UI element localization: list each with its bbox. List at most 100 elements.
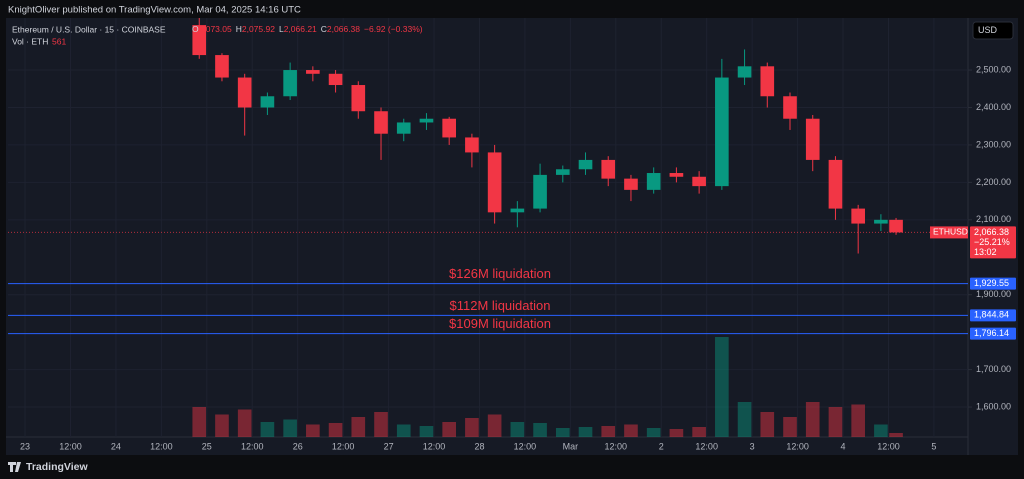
x-tick-label: 12:00 xyxy=(150,441,173,451)
candle-body xyxy=(889,219,903,233)
x-tick-label: 3 xyxy=(750,441,755,451)
plot: 1,600.00 1,700.00 1,900.00 2,100.00 2,200.00… xyxy=(8,18,1016,451)
x-tick-label: 25 xyxy=(202,441,212,451)
candle-body xyxy=(260,96,275,108)
x-tick-label: 5 xyxy=(931,441,936,451)
candle-body xyxy=(874,219,888,224)
candle-body xyxy=(192,25,207,56)
volume-bar xyxy=(828,407,843,437)
volume-bar xyxy=(215,414,229,437)
candle-body xyxy=(215,55,229,78)
x-tick-label: 12:00 xyxy=(59,441,82,451)
volume-bar xyxy=(442,422,456,437)
volume-bar xyxy=(783,417,797,437)
volume-bar xyxy=(889,433,903,437)
candle-body xyxy=(351,85,366,112)
candle-body xyxy=(828,159,843,209)
level-annotation: $109M liquidation xyxy=(449,316,551,331)
ohlc-value: 2,073.05 xyxy=(199,24,232,34)
candle-body xyxy=(760,66,775,97)
y-tick-label: 1,600.00 xyxy=(976,401,1011,411)
ohlc-key: H xyxy=(236,24,242,34)
last-price-change: −25.21% xyxy=(974,237,1010,247)
candle-body xyxy=(374,111,388,134)
level-price-box xyxy=(970,309,1016,322)
volume-bar xyxy=(715,337,729,437)
candle-body xyxy=(669,173,684,177)
level-price-box xyxy=(970,327,1016,340)
ohlc-value: 2,075.92 xyxy=(242,24,275,34)
symbol: Ethereum / U.S. Dollar · 15 · COINBASE xyxy=(12,24,166,34)
level-price-label: 1,844.84 xyxy=(974,310,1009,320)
y-tick-label: 2,400.00 xyxy=(976,102,1011,112)
candle-body xyxy=(783,96,797,119)
x-tick-label: 12:00 xyxy=(332,441,355,451)
y-tick-label: 2,100.00 xyxy=(976,214,1011,224)
ohlc-value: 2,066.21 xyxy=(284,24,317,34)
y-tick-label: 2,200.00 xyxy=(976,177,1011,187)
x-tick-label: Mar xyxy=(563,441,579,451)
volume-legend-label: Vol · ETH xyxy=(12,36,48,46)
x-tick-label: 12:00 xyxy=(605,441,628,451)
candle-body xyxy=(624,178,638,190)
ohlc-key: O xyxy=(192,24,199,34)
x-tick-label: 12:00 xyxy=(877,441,900,451)
last-price-symbol-box xyxy=(930,226,968,239)
candle-body xyxy=(283,70,297,97)
currency[interactable]: USD xyxy=(978,25,998,35)
candle-body xyxy=(737,66,752,78)
level-annotation: $126M liquidation xyxy=(449,266,551,281)
x-tick-label: 12:00 xyxy=(514,441,537,451)
published-line: KnightOliver published on TradingView.co… xyxy=(8,5,301,16)
volume-bar xyxy=(306,424,320,437)
x-tick-label: 23 xyxy=(20,441,30,451)
last-price-symbol: ETHUSD xyxy=(933,227,968,237)
volume-bar xyxy=(533,423,547,437)
ohlc-value: 2,066.38 xyxy=(327,24,360,34)
volume-bar xyxy=(669,429,684,437)
volume-bar xyxy=(487,414,502,437)
volume-bar xyxy=(760,412,775,437)
volume-bar xyxy=(192,407,207,437)
brand-logo xyxy=(8,462,21,472)
candle-body xyxy=(805,118,820,160)
x-tick-label: 12:00 xyxy=(786,441,809,451)
x-tick-label: 2 xyxy=(659,441,664,451)
y-tick-label: 1,700.00 xyxy=(976,364,1011,374)
currency-button[interactable] xyxy=(972,21,1014,40)
chart-panel xyxy=(6,18,1018,455)
ohlc-legend: O2,073.05 H2,075.92 L2,066.21 C2,066.38 −6.9… xyxy=(192,24,423,34)
last-price-label: 2,066.38 xyxy=(974,227,1009,237)
volume-legend-value: 561 xyxy=(52,36,66,46)
volume-bar xyxy=(260,422,275,437)
y-tick-label: 1,900.00 xyxy=(976,289,1011,299)
ohlc-key: C xyxy=(321,24,327,34)
x-tick-label: 12:00 xyxy=(695,441,718,451)
x-tick-label: 4 xyxy=(841,441,846,451)
candle-body xyxy=(510,208,525,213)
candle-body xyxy=(419,118,434,123)
volume-bar xyxy=(351,417,366,437)
candle-body xyxy=(442,118,456,138)
candle-body xyxy=(601,159,616,179)
volume-bar xyxy=(805,402,820,437)
volume-bar xyxy=(510,422,525,437)
level-annotation: $112M liquidation xyxy=(450,298,551,313)
volume-bar xyxy=(578,427,593,437)
level-price-box xyxy=(970,277,1016,290)
y-tick-label: 2,500.00 xyxy=(976,64,1011,74)
volume-bar xyxy=(874,424,888,437)
volume-bar xyxy=(624,424,638,437)
volume-bar xyxy=(737,402,752,437)
last-price-countdown: 13:02 xyxy=(974,247,997,257)
candle-body xyxy=(533,174,547,209)
x-tick-label: 26 xyxy=(293,441,303,451)
volume-bar xyxy=(465,418,479,437)
brand: TradingView xyxy=(26,461,88,473)
candle-body xyxy=(396,122,411,134)
x-tick-label: 28 xyxy=(474,441,484,451)
volume-bar xyxy=(851,404,865,437)
candle-body xyxy=(555,169,570,175)
candle-body xyxy=(851,208,865,224)
